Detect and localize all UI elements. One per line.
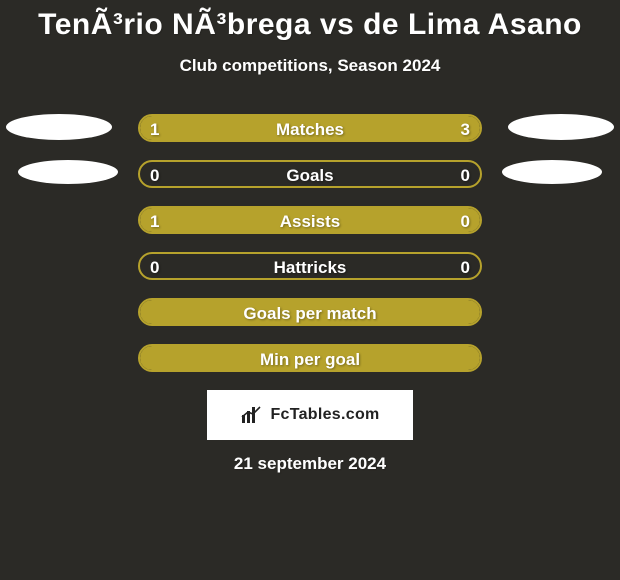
stat-value-right: 0 xyxy=(461,162,470,188)
stat-row: 13Matches xyxy=(0,114,620,142)
page-title: TenÃ³rio NÃ³brega vs de Lima Asano xyxy=(0,0,620,42)
bar-track: 0 0Hattricks xyxy=(138,252,482,280)
source-badge-text: FcTables.com xyxy=(270,406,379,424)
bar-track: Goals per match xyxy=(138,298,482,326)
comparison-arena: 13Matches00Goals10Assists00HattricksGoal… xyxy=(0,114,620,372)
source-badge[interactable]: FcTables.com xyxy=(207,390,413,440)
stat-row: 0 0Goals xyxy=(0,160,620,188)
stat-row: 10Assists xyxy=(0,206,620,234)
stat-value-left: 1 xyxy=(150,208,159,234)
bar-track: 0 0Goals xyxy=(138,160,482,188)
bar-fill-full xyxy=(140,346,480,370)
bar-track: 13Matches xyxy=(138,114,482,142)
stat-label: Goals xyxy=(140,162,480,188)
footer-date: 21 september 2024 xyxy=(0,454,620,474)
bar-fill-left xyxy=(140,208,405,232)
bar-track: 10Assists xyxy=(138,206,482,234)
stat-row: Min per goal xyxy=(0,344,620,372)
bar-track: Min per goal xyxy=(138,344,482,372)
stat-value-left: 1 xyxy=(150,116,159,142)
bar-fill-full xyxy=(140,300,480,324)
stat-value-right: 0 xyxy=(461,208,470,234)
stat-value-right: 3 xyxy=(461,116,470,142)
comparison-rows: 13Matches00Goals10Assists00HattricksGoal… xyxy=(0,114,620,372)
chart-icon xyxy=(240,405,264,425)
page-subtitle: Club competitions, Season 2024 xyxy=(0,56,620,76)
stat-label: Hattricks xyxy=(140,254,480,280)
stat-value-right: 0 xyxy=(461,254,470,280)
stat-value-left: 0 xyxy=(150,162,159,188)
root-container: TenÃ³rio NÃ³brega vs de Lima Asano Club … xyxy=(0,0,620,580)
stat-row: 0 0Hattricks xyxy=(0,252,620,280)
bar-fill-right xyxy=(225,116,480,140)
stat-value-left: 0 xyxy=(150,254,159,280)
stat-row: Goals per match xyxy=(0,298,620,326)
